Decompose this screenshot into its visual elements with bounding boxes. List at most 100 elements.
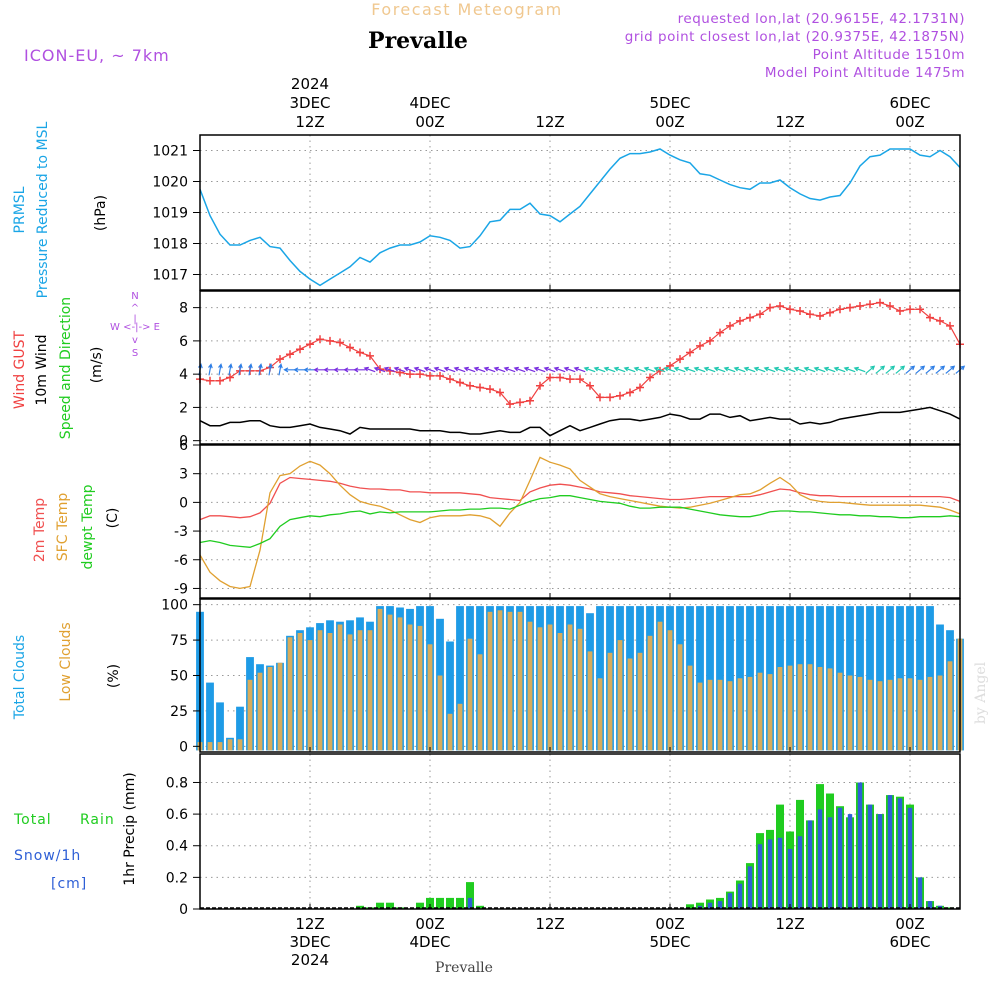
compass-rose: W <-|-> E N ^ | v S	[110, 291, 160, 359]
precip-snow-label: Snow/1h	[14, 848, 81, 864]
bottom-time-label: 5DEC	[649, 933, 690, 951]
rain-bar	[456, 897, 464, 909]
low-cloud-bar	[937, 675, 943, 751]
wind-direction-arrow	[228, 363, 233, 376]
temp-unit: (C)	[105, 508, 121, 529]
low-cloud-bar	[307, 640, 313, 751]
wind-direction-arrow	[693, 366, 706, 373]
compass-we: W <-|-> E	[110, 322, 160, 333]
gust-marker	[276, 355, 284, 364]
compass-n: N	[131, 291, 138, 302]
gust-marker	[886, 301, 894, 310]
y-tick-label: -6	[174, 553, 188, 569]
top-time-label: 12Z	[775, 113, 804, 131]
low-cloud-bar	[707, 679, 713, 751]
wind-direction-arrow	[905, 365, 916, 374]
low-cloud-bar	[547, 624, 553, 751]
gust-marker	[316, 335, 324, 344]
low-cloud-bar	[227, 739, 233, 751]
wind-direction-arrow	[925, 365, 936, 374]
dewpt-line	[199, 495, 961, 548]
low-cloud-bar	[427, 644, 433, 751]
compass-down: v	[132, 335, 138, 346]
y-tick-label: 50	[170, 669, 188, 685]
low-cloud-bar	[727, 681, 733, 751]
wind-direction-arrow	[783, 366, 796, 373]
low-cloud-bar	[667, 630, 673, 751]
wind-direction-arrow	[733, 366, 746, 373]
wind-direction-arrow	[483, 366, 496, 373]
gust-marker	[846, 303, 854, 312]
total-cloud-bar	[456, 606, 464, 751]
gust-marker	[576, 375, 584, 384]
top-time-label: 3DEC	[289, 94, 330, 112]
wind-direction-arrow	[713, 366, 726, 373]
gust-marker	[516, 398, 524, 407]
top-time-label: 4DEC	[409, 94, 450, 112]
rain-bar	[376, 902, 384, 909]
bottom-time-label: 2024	[291, 951, 329, 969]
low-cloud-bar	[877, 681, 883, 751]
low-cloud-bar	[207, 742, 213, 751]
gust-marker	[636, 383, 644, 392]
wind-direction-label: Speed and Direction	[58, 297, 74, 439]
gust-marker	[626, 388, 634, 397]
wind-gust-label: Wind GUST	[12, 330, 28, 409]
wind-direction-arrow	[413, 366, 426, 373]
gust-marker	[326, 336, 334, 345]
gust-marker	[756, 310, 764, 319]
total-cloud-bar	[906, 606, 914, 751]
y-tick-label: 0	[179, 434, 188, 450]
low-cloud-bar	[797, 664, 803, 751]
y-tick-label: 1021	[152, 144, 188, 160]
gust-marker	[926, 313, 934, 322]
wind-direction-arrow	[553, 366, 566, 373]
wind-direction-arrow	[613, 366, 626, 373]
total-cloud-bar	[896, 606, 904, 751]
low-cloud-bar	[907, 678, 913, 751]
y-tick-label: 3	[179, 467, 188, 483]
wind-direction-arrow	[915, 365, 926, 374]
wind-direction-arrow	[833, 366, 846, 373]
wind-direction-arrow	[433, 366, 446, 373]
bottom-time-label: 6DEC	[889, 933, 930, 951]
gust-marker	[436, 371, 444, 380]
low-cloud-bar	[767, 674, 773, 751]
low-cloud-bar	[657, 621, 663, 751]
y-tick-label: 6	[179, 334, 188, 350]
wind-unit: (m/s)	[89, 347, 105, 384]
wind-direction-arrow	[673, 366, 686, 373]
gust-marker	[906, 305, 914, 314]
wind-direction-arrow	[603, 366, 616, 373]
low-cloud-bar	[557, 633, 563, 751]
low-cloud-bar	[317, 630, 323, 751]
pressure-line	[199, 148, 961, 287]
total-cloud-bar	[866, 606, 874, 751]
gust-marker	[216, 376, 224, 385]
y-tick-label: 100	[161, 598, 188, 614]
low-cloud-bar	[257, 672, 263, 751]
low-cloud-bar	[747, 676, 753, 751]
watermark: by Angel	[973, 661, 989, 724]
bottom-time-label: 4DEC	[409, 933, 450, 951]
gust-marker	[796, 306, 804, 315]
wind-direction-arrow	[258, 363, 263, 376]
gust-marker	[366, 351, 374, 360]
gust-marker	[426, 371, 434, 380]
compass-bar: |	[133, 314, 136, 325]
low-cloud-bar	[717, 679, 723, 751]
gust-marker	[716, 328, 724, 337]
rain-bar	[416, 902, 424, 909]
low-cloud-bar	[837, 672, 843, 751]
snow-bar	[887, 795, 893, 909]
wind-direction-arrow	[583, 366, 596, 373]
y-tick-label: 1020	[152, 175, 188, 191]
wind-direction-arrow	[843, 366, 856, 373]
wind-direction-arrow	[493, 366, 506, 373]
low-cloud-bar	[477, 654, 483, 751]
bottom-time-label: 00Z	[895, 915, 924, 933]
low-cloud-bar	[347, 634, 353, 751]
gust-marker	[766, 303, 774, 312]
low-cloud-bar	[927, 676, 933, 751]
gust-marker	[786, 305, 794, 314]
